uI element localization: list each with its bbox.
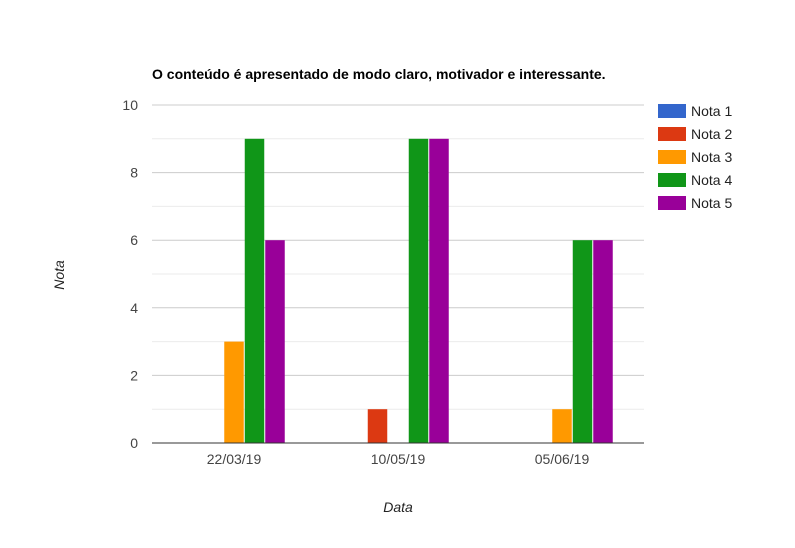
legend-swatch: [658, 173, 686, 187]
bars: [224, 138, 613, 444]
legend-swatch: [658, 150, 686, 164]
bar: [224, 341, 244, 443]
legend-swatch: [658, 104, 686, 118]
y-tick-label: 0: [130, 435, 138, 451]
legend-label: Nota 2: [691, 126, 732, 142]
y-axis-title: Nota: [51, 260, 67, 290]
bar: [429, 138, 449, 444]
y-tick-label: 6: [130, 232, 138, 248]
bar: [244, 138, 265, 444]
legend: Nota 1 Nota 2 Nota 3 Nota 4 Nota 5: [658, 103, 732, 211]
y-tick-label: 10: [122, 97, 138, 113]
x-axis-title: Data: [383, 499, 413, 515]
x-tick-label: 22/03/19: [207, 451, 262, 467]
legend-label: Nota 3: [691, 149, 732, 165]
bar: [265, 240, 285, 443]
bar: [593, 240, 613, 443]
legend-swatch: [658, 127, 686, 141]
y-tick-label: 4: [130, 300, 138, 316]
y-tick-label: 2: [130, 367, 138, 383]
legend-label: Nota 5: [691, 195, 732, 211]
bar: [552, 409, 572, 443]
bar: [408, 138, 429, 444]
x-axis-ticks: 22/03/19 10/05/19 05/06/19: [207, 451, 590, 467]
bar: [572, 240, 593, 443]
x-tick-label: 10/05/19: [371, 451, 426, 467]
bar: [367, 409, 388, 443]
legend-label: Nota 4: [691, 172, 732, 188]
legend-swatch: [658, 196, 686, 210]
legend-label: Nota 1: [691, 103, 732, 119]
x-tick-label: 05/06/19: [535, 451, 590, 467]
y-tick-label: 8: [130, 165, 138, 181]
chart-title: O conteúdo é apresentado de modo claro, …: [152, 66, 606, 82]
y-axis-ticks: 0 2 4 6 8 10: [122, 97, 138, 451]
